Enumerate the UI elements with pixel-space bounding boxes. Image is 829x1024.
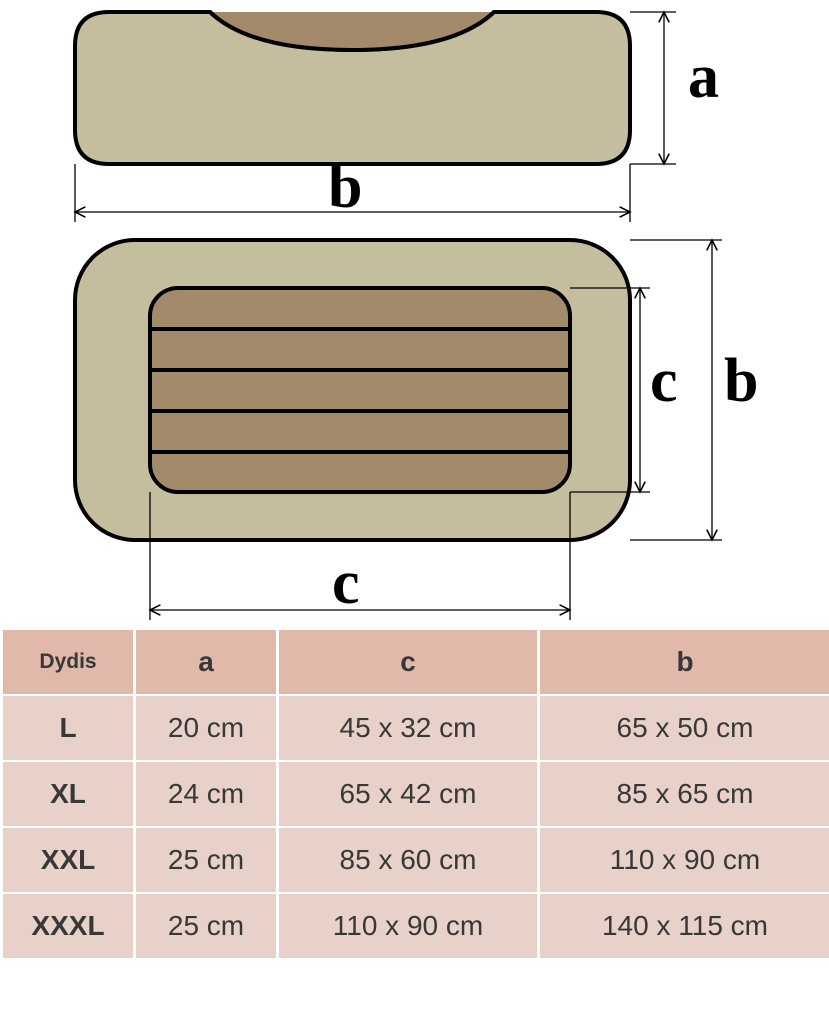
label-b-side: b bbox=[328, 152, 362, 223]
table-row: XL 24 cm 65 x 42 cm 85 x 65 cm bbox=[3, 762, 829, 826]
cell-a: 20 cm bbox=[136, 696, 276, 760]
dimension-a bbox=[630, 12, 676, 164]
label-c-vertical: c bbox=[650, 346, 678, 417]
size-table: Dydis a c b L 20 cm 45 x 32 cm 65 x 50 c… bbox=[0, 628, 829, 960]
col-header-b: b bbox=[540, 630, 829, 694]
label-b-vertical: b bbox=[724, 346, 758, 417]
cell-c: 65 x 42 cm bbox=[279, 762, 537, 826]
table-row: XXL 25 cm 85 x 60 cm 110 x 90 cm bbox=[3, 828, 829, 892]
cell-size: XXL bbox=[3, 828, 133, 892]
cell-b: 65 x 50 cm bbox=[540, 696, 829, 760]
cell-b: 85 x 65 cm bbox=[540, 762, 829, 826]
size-table-area: Dydis a c b L 20 cm 45 x 32 cm 65 x 50 c… bbox=[0, 628, 829, 960]
table-row: L 20 cm 45 x 32 cm 65 x 50 cm bbox=[3, 696, 829, 760]
table-header-row: Dydis a c b bbox=[3, 630, 829, 694]
cell-size: XL bbox=[3, 762, 133, 826]
cell-a: 25 cm bbox=[136, 894, 276, 958]
cell-a: 25 cm bbox=[136, 828, 276, 892]
cell-size: XXXL bbox=[3, 894, 133, 958]
cell-b: 140 x 115 cm bbox=[540, 894, 829, 958]
side-view bbox=[75, 12, 630, 164]
cell-a: 24 cm bbox=[136, 762, 276, 826]
cell-b: 110 x 90 cm bbox=[540, 828, 829, 892]
cell-size: L bbox=[3, 696, 133, 760]
cell-c: 85 x 60 cm bbox=[279, 828, 537, 892]
label-c-horizontal: c bbox=[332, 548, 360, 619]
top-view bbox=[75, 240, 630, 540]
col-header-a: a bbox=[136, 630, 276, 694]
diagram-area: a b c c b bbox=[0, 0, 829, 628]
col-header-c: c bbox=[279, 630, 537, 694]
col-header-size: Dydis bbox=[3, 630, 133, 694]
cell-c: 110 x 90 cm bbox=[279, 894, 537, 958]
cell-c: 45 x 32 cm bbox=[279, 696, 537, 760]
label-a: a bbox=[688, 42, 719, 113]
table-row: XXXL 25 cm 110 x 90 cm 140 x 115 cm bbox=[3, 894, 829, 958]
